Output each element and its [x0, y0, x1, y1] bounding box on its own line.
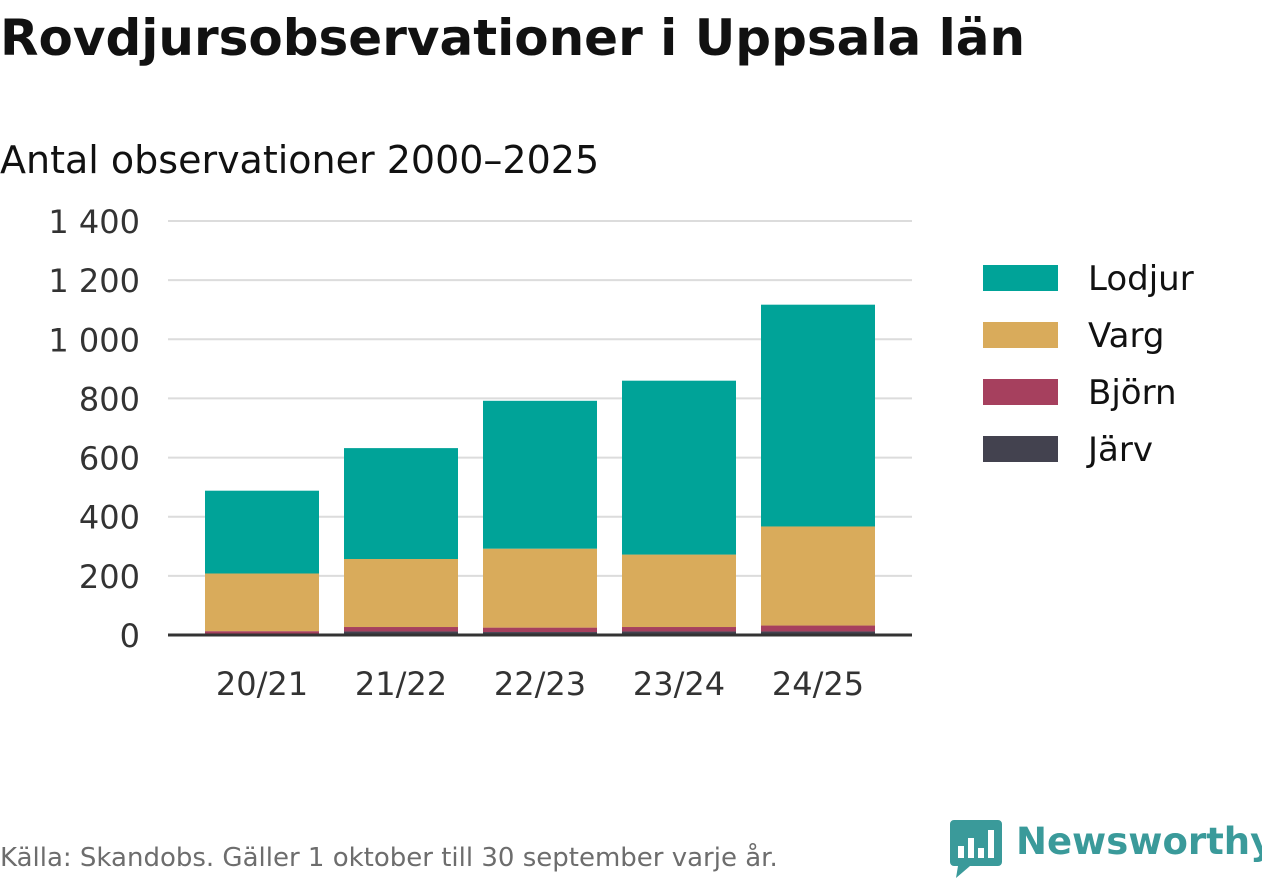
bar-järv-23-24 [622, 631, 736, 635]
legend-swatch-varg [983, 322, 1058, 348]
newsworthy-brand[interactable]: Newsworthy [950, 818, 1262, 878]
bar-varg-21-22 [344, 559, 458, 628]
source-note: Källa: Skandobs. Gäller 1 oktober till 3… [0, 843, 778, 873]
legend-swatch-björn [983, 379, 1058, 405]
bar-lodjur-21-22 [344, 448, 458, 560]
bar-lodjur-23-24 [622, 380, 736, 555]
y-tick-label: 800 [79, 380, 140, 418]
bar-björn-20-21 [205, 631, 319, 634]
y-tick-label: 0 [120, 617, 140, 655]
bar-varg-23-24 [622, 554, 736, 628]
y-tick-label: 1 400 [48, 203, 140, 241]
x-tick-label: 21/22 [355, 665, 447, 703]
brand-name: Newsworthy [1016, 820, 1262, 863]
bar-björn-21-22 [344, 627, 458, 632]
y-tick-label: 600 [79, 440, 140, 478]
y-tick-label: 400 [79, 499, 140, 537]
newsworthy-logo-icon [950, 820, 1002, 878]
bar-lodjur-22-23 [483, 400, 597, 549]
legend-label-järv: Järv [1086, 430, 1153, 470]
bar-varg-24-25 [761, 526, 875, 626]
bar-varg-20-21 [205, 573, 319, 632]
y-tick-label: 1 000 [48, 321, 140, 359]
legend-swatch-järv [983, 436, 1058, 462]
y-tick-label: 200 [79, 558, 140, 596]
x-tick-label: 22/23 [494, 665, 586, 703]
bar-björn-24-25 [761, 625, 875, 632]
x-tick-label: 24/25 [772, 665, 864, 703]
legend-swatch-lodjur [983, 265, 1058, 291]
legend-label-lodjur: Lodjur [1088, 259, 1194, 299]
chart-subtitle: Antal observationer 2000–2025 [0, 138, 600, 182]
bar-björn-22-23 [483, 627, 597, 633]
bar-varg-22-23 [483, 548, 597, 628]
y-tick-label: 1 200 [48, 262, 140, 300]
bar-järv-21-22 [344, 631, 458, 635]
x-tick-label: 23/24 [633, 665, 725, 703]
bar-järv-24-25 [761, 631, 875, 635]
x-tick-label: 20/21 [216, 665, 308, 703]
legend-label-varg: Varg [1088, 316, 1164, 356]
bar-björn-23-24 [622, 627, 736, 632]
bar-lodjur-20-21 [205, 490, 319, 574]
legend-label-björn: Björn [1088, 373, 1177, 413]
chart-title: Rovdjursobservationer i Uppsala län [0, 9, 1026, 67]
bar-lodjur-24-25 [761, 304, 875, 527]
